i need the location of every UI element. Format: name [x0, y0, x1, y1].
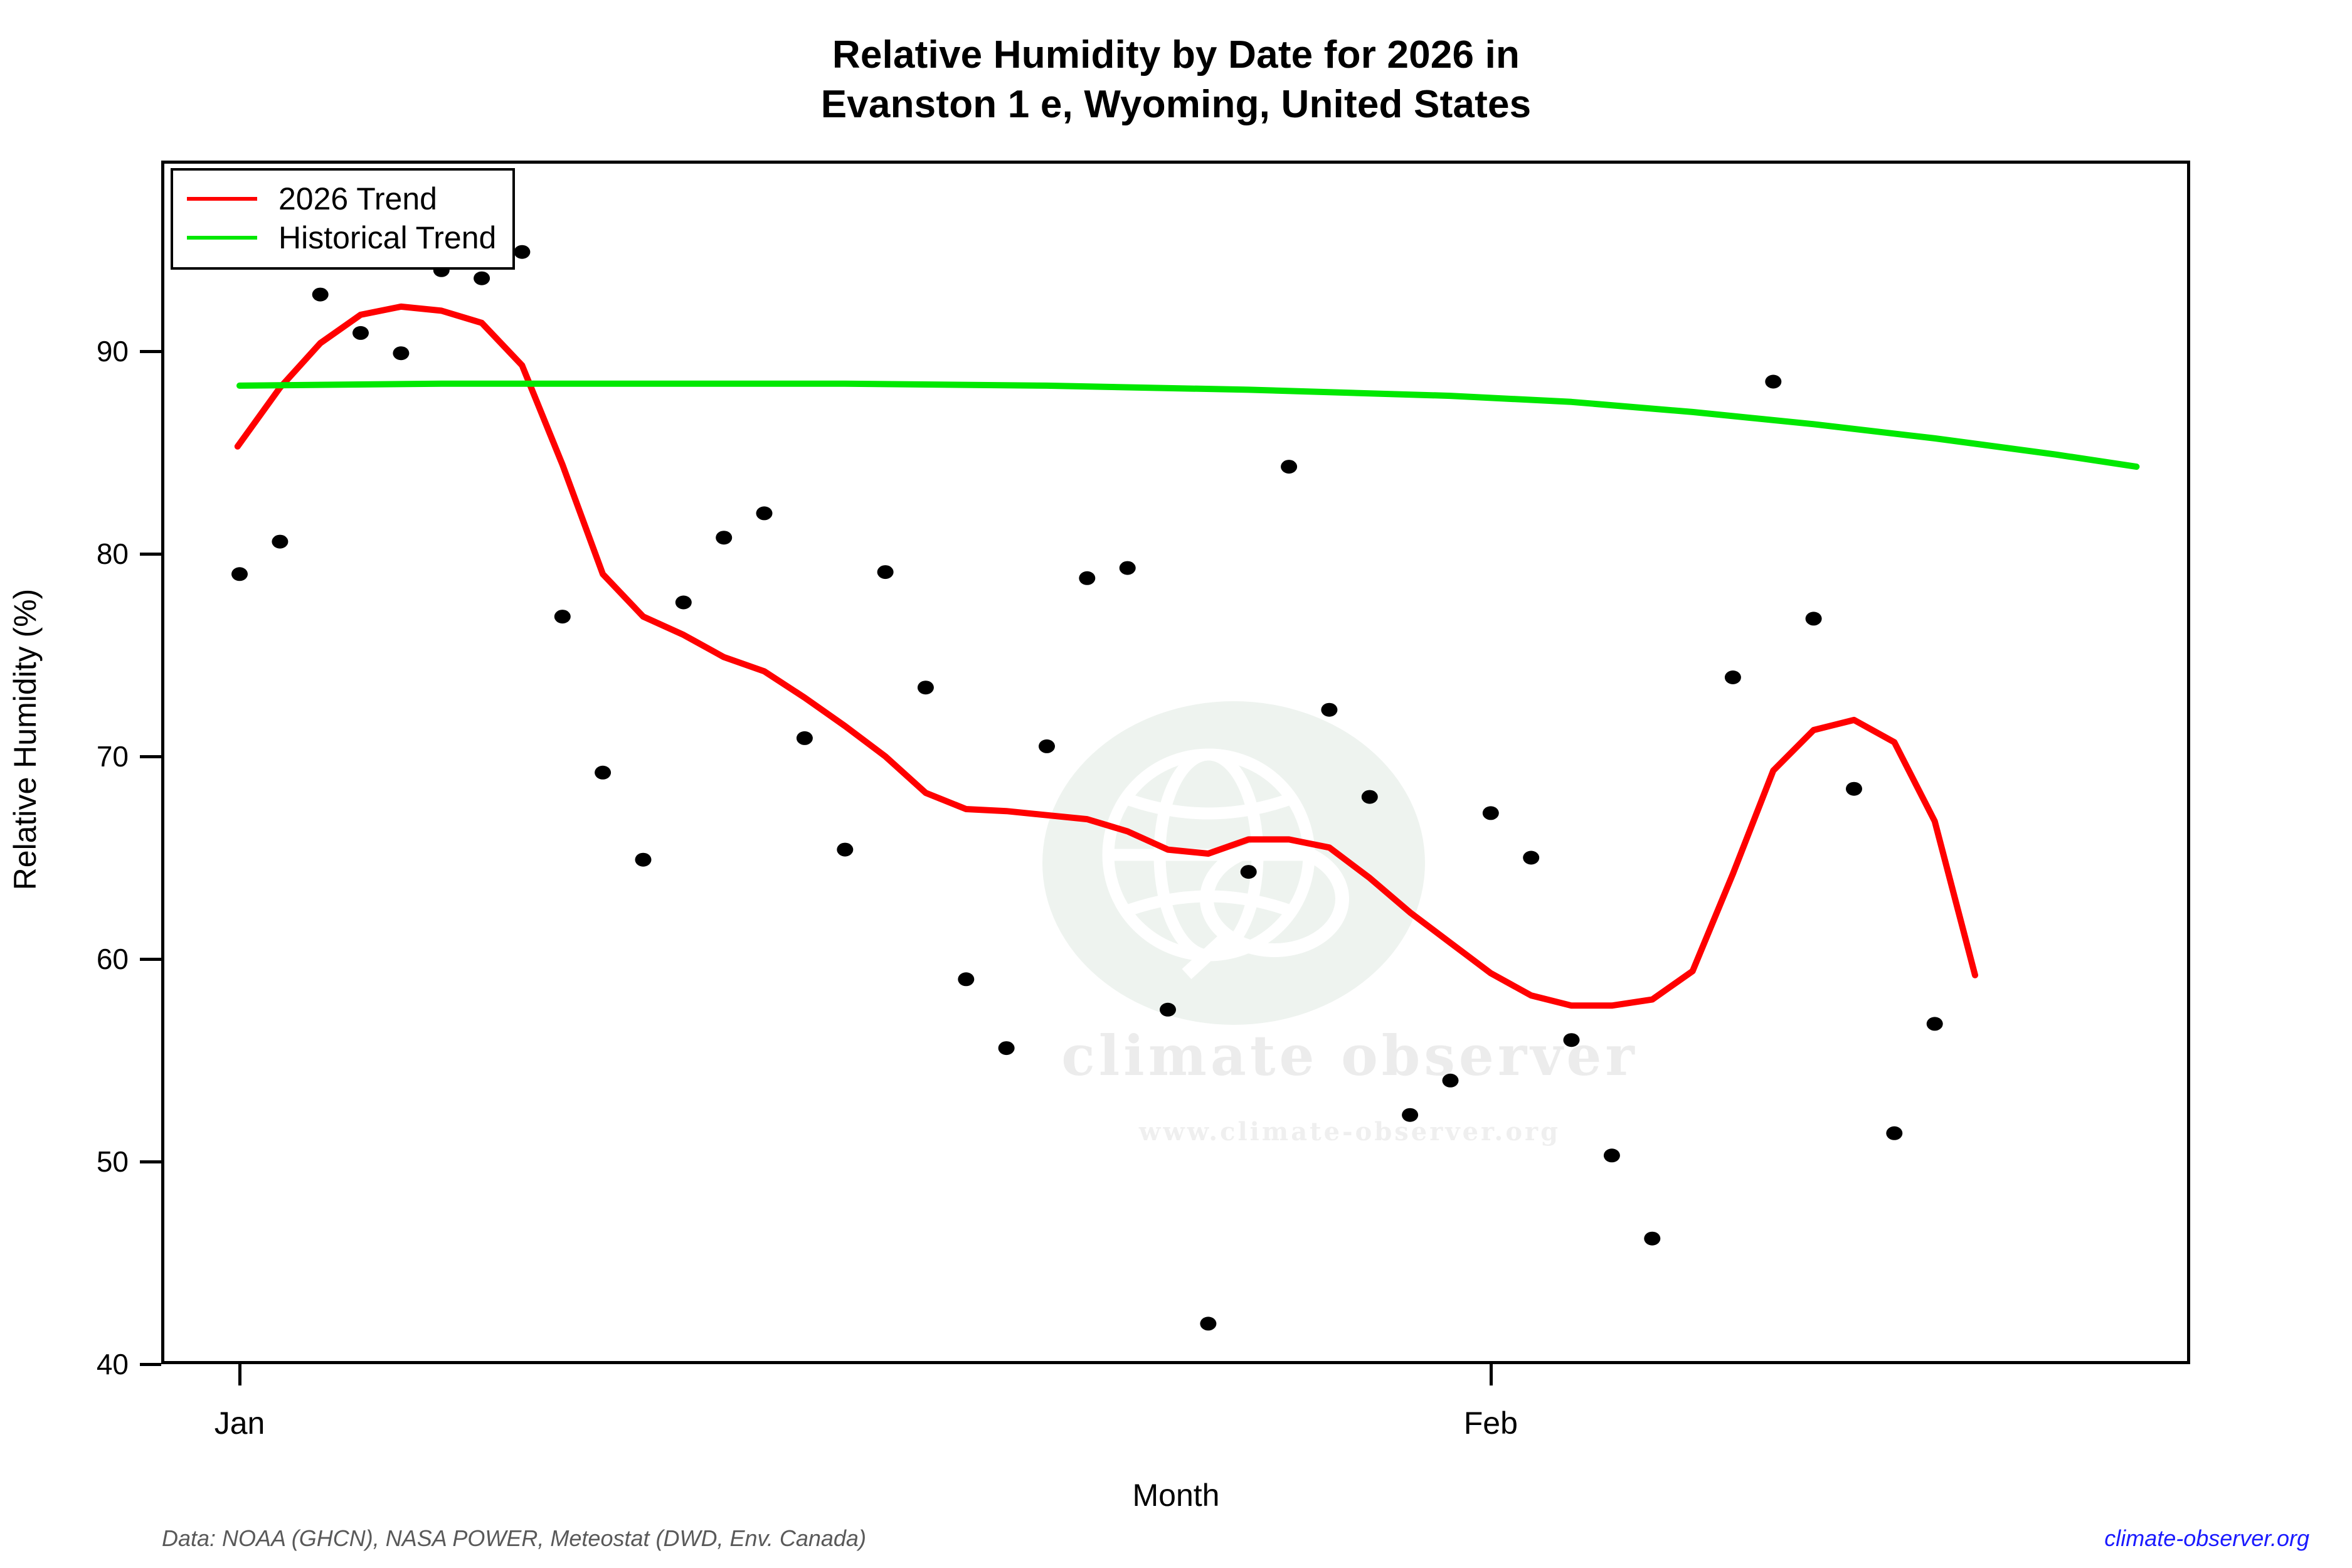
trend-line-historical-trend: [236, 380, 2140, 470]
data-point: [1281, 460, 1298, 474]
data-point: [1765, 374, 1782, 389]
plot-svg: [231, 245, 2140, 1331]
data-point: [474, 271, 490, 285]
data-point: [1724, 670, 1741, 684]
y-axis-label: Relative Humidity (%): [8, 588, 43, 891]
data-point: [1119, 561, 1136, 575]
data-point: [796, 731, 813, 745]
plot-area: climate observer www.climate-observer.or…: [161, 161, 2190, 1364]
legend-label-historical-trend: Historical Trend: [278, 220, 497, 255]
legend-item-2026-trend[interactable]: 2026 Trend: [187, 179, 496, 218]
data-point: [1603, 1148, 1620, 1163]
data-point: [1361, 790, 1378, 804]
y-tick-mark: [140, 1363, 161, 1366]
title-line-1: Relative Humidity by Date for 2026 in: [832, 33, 1520, 77]
data-point: [998, 1041, 1015, 1056]
data-point: [1805, 612, 1822, 626]
y-tick-label: 70: [96, 740, 129, 773]
data-point: [1079, 571, 1096, 585]
data-point: [1926, 1017, 1943, 1031]
scatter-points: [231, 245, 1943, 1331]
data-point: [231, 567, 248, 581]
y-tick-label: 40: [96, 1348, 129, 1380]
y-tick-mark: [140, 1160, 161, 1163]
data-point: [1200, 1316, 1217, 1331]
data-point: [595, 765, 612, 780]
data-point: [393, 346, 410, 361]
data-point: [1039, 739, 1055, 753]
y-tick-label: 80: [96, 538, 129, 570]
y-tick-label: 90: [96, 335, 129, 368]
data-point: [877, 565, 894, 580]
x-tick-mark: [238, 1364, 241, 1385]
data-point: [554, 610, 571, 624]
data-point: [837, 842, 854, 857]
data-point: [1240, 865, 1257, 879]
data-point: [917, 681, 934, 695]
title-line-2: Evanston 1 e, Wyoming, United States: [820, 83, 1532, 127]
y-tick-label: 60: [96, 943, 129, 975]
watermark-brand: climate observer: [1061, 1023, 1638, 1088]
data-point: [272, 534, 289, 549]
x-tick-label: Jan: [214, 1406, 265, 1441]
legend-swatch-red-icon: [187, 197, 257, 201]
legend-swatch-green-icon: [187, 236, 257, 240]
data-point: [958, 972, 975, 987]
data-point: [1523, 850, 1540, 865]
data-point: [756, 506, 773, 521]
x-axis-label: Month: [1132, 1478, 1220, 1513]
data-point: [1160, 1002, 1176, 1017]
data-point: [1442, 1073, 1459, 1088]
data-point: [1644, 1231, 1661, 1246]
data-point: [675, 595, 692, 610]
data-point: [312, 287, 329, 302]
x-tick-label: Feb: [1463, 1406, 1518, 1441]
data-point: [1321, 702, 1338, 717]
legend-label-2026-trend: 2026 Trend: [278, 181, 437, 216]
chart-legend: 2026 Trend Historical Trend: [171, 168, 516, 270]
data-sources-note: Data: NOAA (GHCN), NASA POWER, Meteostat…: [162, 1525, 866, 1551]
y-tick-mark: [140, 350, 161, 353]
data-point: [1402, 1108, 1419, 1122]
site-link[interactable]: climate-observer.org: [2104, 1525, 2309, 1551]
y-tick-mark: [140, 958, 161, 961]
y-tick-mark: [140, 755, 161, 758]
data-point: [716, 531, 733, 545]
data-point: [1482, 806, 1499, 820]
data-point: [635, 852, 652, 867]
y-tick-label: 50: [96, 1145, 129, 1178]
data-point: [514, 245, 531, 259]
x-tick-mark: [1489, 1364, 1493, 1385]
chart-title: Relative Humidity by Date for 2026 in Ev…: [0, 30, 2352, 130]
legend-item-historical-trend[interactable]: Historical Trend: [187, 218, 496, 257]
watermark-url: www.climate-observer.org: [1138, 1117, 1561, 1147]
plot-inner: climate observer www.climate-observer.or…: [164, 164, 2187, 1361]
data-point: [1846, 781, 1862, 796]
y-tick-mark: [140, 553, 161, 556]
data-point: [352, 326, 369, 340]
data-point: [1563, 1033, 1580, 1047]
data-point: [1886, 1126, 1903, 1140]
